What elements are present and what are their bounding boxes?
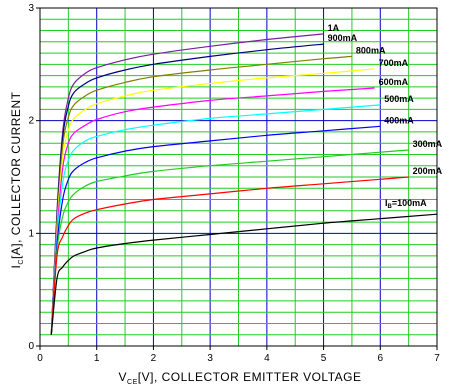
curve-label: 200mA bbox=[413, 166, 443, 176]
series-line bbox=[50, 213, 438, 335]
y-tick-label: 3 bbox=[28, 3, 34, 14]
x-tick-label: 7 bbox=[434, 353, 440, 364]
x-tick-label: 6 bbox=[378, 353, 384, 364]
tick-group: 0 1 2 3 4 5 6 7 0 1 2 3 bbox=[28, 3, 440, 364]
series-line bbox=[50, 149, 409, 335]
y-tick-label: 0 bbox=[28, 341, 34, 352]
curve-label: 700mA bbox=[379, 58, 409, 68]
y-tick-label: 1 bbox=[28, 228, 34, 239]
curve-label: 1A bbox=[328, 23, 340, 33]
x-tick-label: 2 bbox=[151, 353, 157, 364]
curve-group bbox=[50, 33, 438, 335]
curve-label: IB=100mA bbox=[385, 198, 427, 210]
x-tick-label: 1 bbox=[94, 353, 100, 364]
curve-label: 600mA bbox=[379, 77, 409, 87]
curve-label: 400mA bbox=[384, 115, 414, 125]
curve-label: 500mA bbox=[384, 94, 414, 104]
x-tick-label: 0 bbox=[37, 353, 43, 364]
y-axis-label: IC[A], COLLECTOR CURRENT bbox=[9, 91, 25, 268]
curve-label: 900mA bbox=[328, 33, 358, 43]
x-tick-label: 5 bbox=[321, 353, 327, 364]
curve-label: 300mA bbox=[413, 139, 443, 149]
series-line bbox=[50, 68, 375, 335]
series-line bbox=[50, 176, 409, 335]
series-line bbox=[50, 125, 381, 335]
series-line bbox=[50, 104, 381, 335]
x-axis-label: VCE[V], COLLECTOR EMITTER VOLTAGE bbox=[119, 370, 362, 386]
curve-label: 800mA bbox=[356, 45, 386, 55]
x-tick-label: 4 bbox=[264, 353, 270, 364]
y-tick-label: 2 bbox=[28, 116, 34, 127]
x-tick-label: 3 bbox=[207, 353, 213, 364]
grid bbox=[40, 8, 437, 346]
plot-frame bbox=[39, 7, 438, 347]
series-line bbox=[50, 55, 352, 335]
series-line bbox=[50, 87, 375, 335]
